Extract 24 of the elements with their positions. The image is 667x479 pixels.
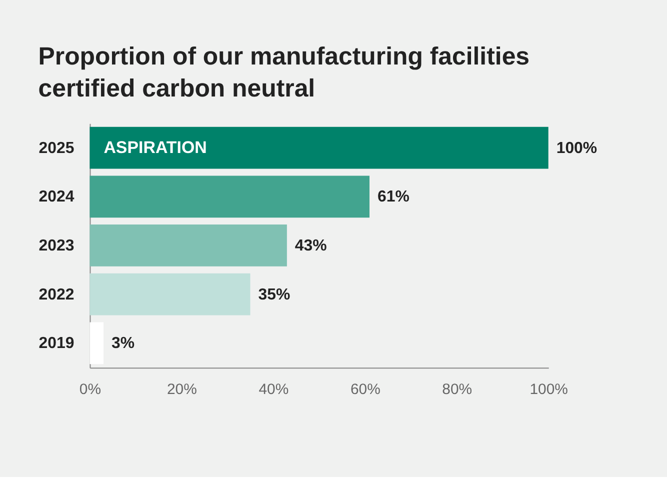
text: certified carbon neutral xyxy=(38,74,316,102)
bar xyxy=(90,273,250,316)
data-label: 100% xyxy=(556,140,598,157)
bar xyxy=(90,126,548,169)
y-tick-label: 2023 xyxy=(38,237,74,254)
bar xyxy=(90,224,287,266)
x-tick-label: 80% xyxy=(442,381,472,398)
data-label: 35% xyxy=(258,286,290,304)
y-tick-label: 2025 xyxy=(38,140,74,157)
bar xyxy=(90,322,104,364)
text: Proportion of our manufacturing facilities xyxy=(38,42,530,71)
data-label: 43% xyxy=(294,237,327,254)
annotation: ASPIRATION xyxy=(104,138,207,157)
y-tick-label: 2022 xyxy=(38,286,74,304)
x-tick-label: 40% xyxy=(258,381,289,398)
y-tick-label: 2024 xyxy=(38,188,74,206)
x-tick-label: 0% xyxy=(79,381,102,398)
y-tick-label: 2019 xyxy=(38,335,74,352)
x-tick-label: 20% xyxy=(167,381,197,398)
bar xyxy=(90,176,370,218)
data-label: 3% xyxy=(111,335,135,352)
x-tick-label: 60% xyxy=(350,381,380,398)
data-label: 61% xyxy=(377,188,410,206)
x-tick-label: 100% xyxy=(530,381,568,398)
